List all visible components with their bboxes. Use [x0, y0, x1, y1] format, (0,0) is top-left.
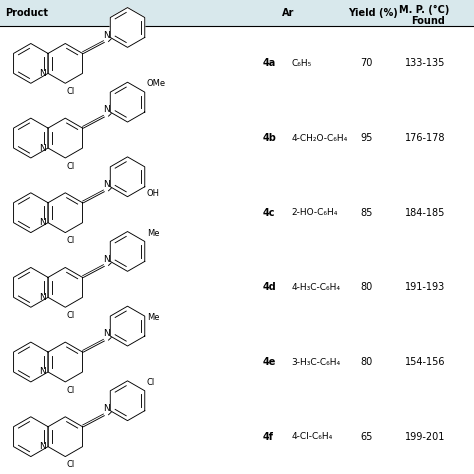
- Text: N: N: [103, 404, 109, 413]
- Text: N: N: [103, 329, 109, 338]
- Text: Cl: Cl: [67, 311, 75, 320]
- Text: OMe: OMe: [146, 79, 166, 88]
- Polygon shape: [48, 267, 82, 307]
- Text: 4-Cl-C₆H₄: 4-Cl-C₆H₄: [292, 432, 333, 441]
- Text: N: N: [103, 255, 109, 264]
- Text: 4b: 4b: [263, 133, 277, 143]
- Text: OH: OH: [146, 189, 160, 198]
- Bar: [0, 0, 474, 26]
- Text: 4e: 4e: [263, 357, 276, 367]
- Polygon shape: [110, 157, 145, 197]
- Text: N: N: [103, 180, 109, 189]
- Polygon shape: [14, 44, 48, 83]
- Polygon shape: [110, 231, 145, 271]
- Polygon shape: [110, 381, 145, 420]
- Text: Found: Found: [411, 16, 445, 26]
- Text: 80: 80: [360, 283, 373, 292]
- Polygon shape: [48, 193, 82, 233]
- Polygon shape: [14, 193, 48, 233]
- Text: 65: 65: [360, 432, 373, 442]
- Text: 199-201: 199-201: [405, 432, 446, 442]
- Text: N: N: [39, 218, 46, 227]
- Polygon shape: [110, 306, 145, 346]
- Text: Me: Me: [147, 312, 160, 321]
- Text: 4-H₃C-C₆H₄: 4-H₃C-C₆H₄: [292, 283, 340, 292]
- Polygon shape: [14, 417, 48, 456]
- Text: Cl: Cl: [67, 386, 75, 395]
- Text: N: N: [39, 367, 46, 376]
- Text: 4c: 4c: [263, 208, 275, 218]
- Polygon shape: [14, 342, 48, 382]
- Text: Cl: Cl: [67, 87, 75, 96]
- Text: 133-135: 133-135: [405, 58, 446, 68]
- Text: Yield (%): Yield (%): [348, 8, 398, 18]
- Polygon shape: [110, 8, 145, 47]
- Text: N: N: [39, 442, 46, 451]
- Text: 154-156: 154-156: [405, 357, 446, 367]
- Text: Product: Product: [5, 8, 48, 18]
- Polygon shape: [48, 417, 82, 456]
- Text: Cl: Cl: [67, 162, 75, 171]
- Text: Ar: Ar: [282, 8, 294, 18]
- Polygon shape: [14, 267, 48, 307]
- Text: M. P. (°C): M. P. (°C): [399, 5, 449, 15]
- Text: Cl: Cl: [67, 460, 75, 469]
- Text: Cl: Cl: [146, 378, 155, 387]
- Text: Cl: Cl: [67, 237, 75, 246]
- Text: 70: 70: [360, 58, 373, 68]
- Text: 4f: 4f: [263, 432, 274, 442]
- Text: 191-193: 191-193: [405, 283, 446, 292]
- Text: 176-178: 176-178: [405, 133, 446, 143]
- Text: 184-185: 184-185: [405, 208, 446, 218]
- Text: N: N: [103, 31, 109, 40]
- Polygon shape: [48, 342, 82, 382]
- Text: 4a: 4a: [263, 58, 276, 68]
- Text: 2-HO-C₆H₄: 2-HO-C₆H₄: [292, 208, 338, 217]
- Text: N: N: [39, 293, 46, 302]
- Text: N: N: [39, 144, 46, 153]
- Polygon shape: [48, 44, 82, 83]
- Text: 4-CH₂O-C₆H₄: 4-CH₂O-C₆H₄: [292, 134, 348, 143]
- Polygon shape: [48, 118, 82, 158]
- Text: 80: 80: [360, 357, 373, 367]
- Polygon shape: [110, 82, 145, 122]
- Polygon shape: [14, 118, 48, 158]
- Text: 4d: 4d: [263, 283, 277, 292]
- Text: 95: 95: [360, 133, 373, 143]
- Text: Me: Me: [146, 228, 159, 237]
- Text: 85: 85: [360, 208, 373, 218]
- Text: C₆H₅: C₆H₅: [292, 59, 312, 68]
- Text: 3-H₃C-C₆H₄: 3-H₃C-C₆H₄: [292, 357, 341, 366]
- Text: N: N: [39, 69, 46, 78]
- Text: N: N: [103, 105, 109, 114]
